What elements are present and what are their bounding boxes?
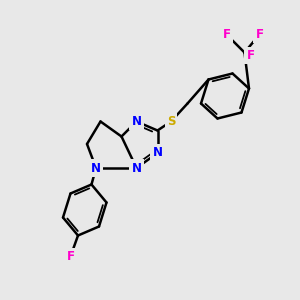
Text: N: N [131, 115, 142, 128]
Text: F: F [256, 28, 263, 41]
Text: F: F [223, 28, 230, 41]
Text: S: S [167, 115, 175, 128]
Text: N: N [131, 161, 142, 175]
Text: N: N [91, 161, 101, 175]
Text: N: N [152, 146, 163, 160]
Text: F: F [247, 49, 254, 62]
Text: F: F [67, 250, 74, 263]
